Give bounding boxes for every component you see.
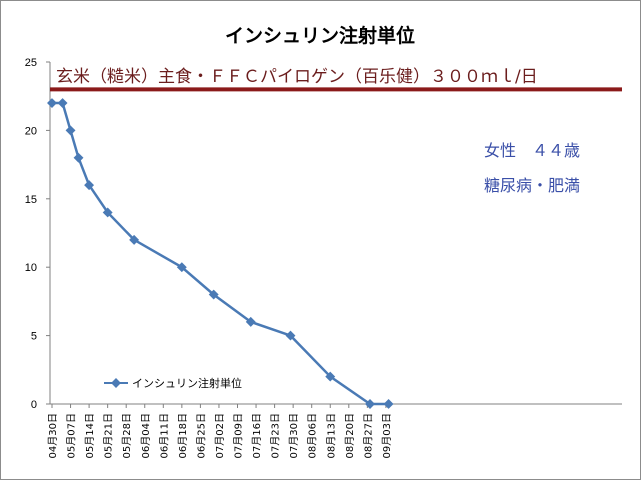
x-tick-label: 08月27日 xyxy=(362,413,374,458)
x-tick-label: 06月18日 xyxy=(177,413,189,458)
x-tick-label: 05月14日 xyxy=(84,413,96,458)
legend-label: インシュリン注射単位 xyxy=(132,376,242,390)
x-tick-label: 04月30日 xyxy=(47,413,59,458)
series-line xyxy=(52,101,389,406)
x-tick-label: 07月02日 xyxy=(214,413,226,458)
patient-annotation-line2: 糖尿病・肥満 xyxy=(484,176,580,195)
legend-marker xyxy=(111,378,121,388)
x-tick-label: 05月21日 xyxy=(103,413,115,458)
y-tick-label: 0 xyxy=(31,399,37,411)
x-tick-label: 06月04日 xyxy=(140,413,152,458)
x-tick-label: 08月20日 xyxy=(344,413,356,458)
series-group xyxy=(47,98,394,409)
x-tick-label: 08月06日 xyxy=(307,413,319,458)
y-tick-label: 15 xyxy=(25,194,37,206)
data-point xyxy=(129,234,140,245)
patient-annotation-line1: 女性 ４４歳 xyxy=(484,141,580,160)
y-tick-label: 20 xyxy=(25,125,37,137)
x-tick-label: 05月07日 xyxy=(66,413,78,458)
data-point xyxy=(57,98,68,108)
data-point xyxy=(245,316,256,327)
diet-annotation: 玄米（糙米）主食・ＦＦＣパイロゲン（百乐健）３００ｍｌ/日 xyxy=(56,67,538,87)
y-tick-label: 10 xyxy=(25,262,37,274)
x-tick-group: 04月30日 05月07日 05月14日 05月21日 05月28日 06月04日 06月1… xyxy=(47,404,393,458)
data-point xyxy=(65,125,76,136)
x-tick-label: 05月28日 xyxy=(121,413,133,458)
x-tick-label: 07月23日 xyxy=(270,413,282,458)
data-point xyxy=(73,152,84,163)
y-tick-label: 5 xyxy=(31,331,37,343)
data-point xyxy=(208,289,219,300)
x-tick-label: 07月16日 xyxy=(251,413,263,458)
data-point xyxy=(84,180,95,191)
data-point xyxy=(176,262,187,273)
data-point xyxy=(383,399,394,409)
y-tick-label: 25 xyxy=(25,57,37,69)
data-point xyxy=(285,330,296,341)
data-point xyxy=(102,207,113,218)
data-point xyxy=(47,98,57,108)
x-tick-label: 08月13日 xyxy=(325,413,337,458)
y-tick-group: 0 5 10 15 20 25 xyxy=(25,57,50,411)
data-point xyxy=(325,371,336,382)
x-tick-label: 07月30日 xyxy=(288,413,300,458)
data-point xyxy=(365,399,375,409)
x-tick-label: 06月11日 xyxy=(158,413,170,458)
x-tick-label: 07月09日 xyxy=(233,413,245,458)
x-tick-label: 06月25日 xyxy=(195,413,207,458)
x-tick-label: 09月03日 xyxy=(381,413,393,458)
chart-title: インシュリン注射単位 xyxy=(225,24,415,47)
legend: インシュリン注射単位 xyxy=(104,376,242,390)
